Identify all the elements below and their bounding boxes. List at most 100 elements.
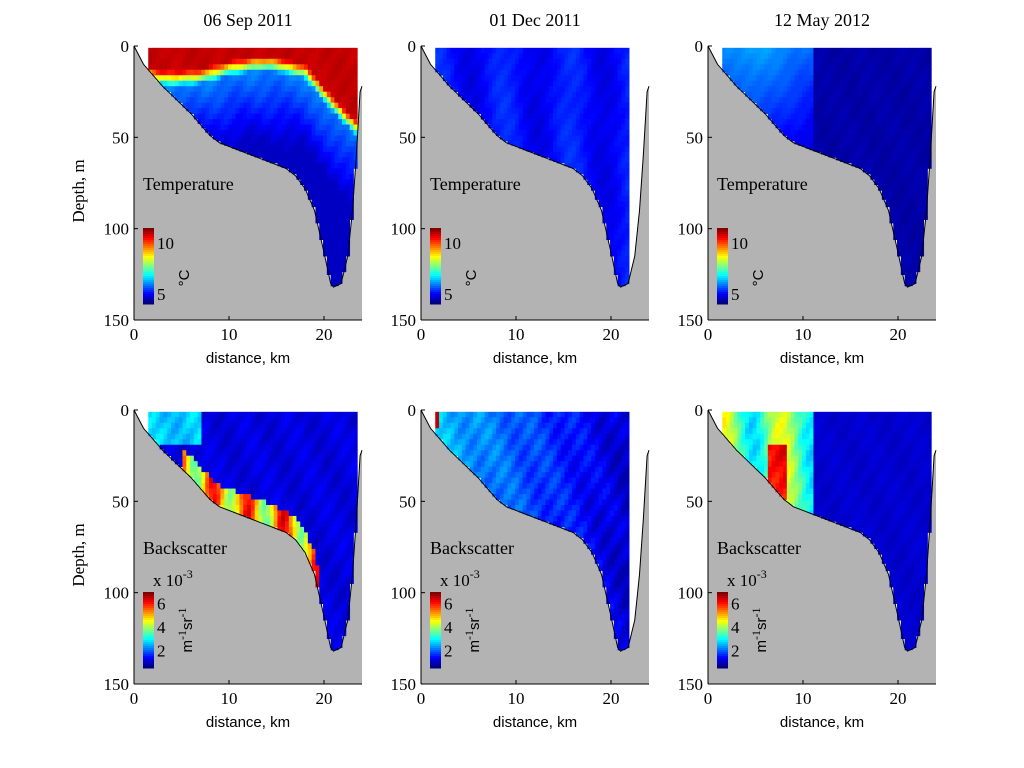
heatmap-cell bbox=[900, 256, 906, 262]
heatmap-cell bbox=[885, 130, 890, 136]
heatmap-cell bbox=[311, 510, 316, 517]
heatmap-cell bbox=[556, 80, 562, 87]
heatmap-cell bbox=[326, 135, 332, 142]
heatmap-cell bbox=[916, 261, 921, 268]
heatmap-cell bbox=[767, 80, 773, 87]
heatmap-cell bbox=[231, 91, 237, 98]
heatmap-cell bbox=[752, 53, 757, 60]
heatmap-cell bbox=[159, 428, 164, 435]
heatmap-cell bbox=[212, 499, 218, 504]
heatmap-cell bbox=[300, 521, 305, 528]
heatmap-cell bbox=[304, 515, 309, 522]
heatmap-cell bbox=[537, 86, 543, 93]
heatmap-cell bbox=[790, 91, 795, 98]
heatmap-cell bbox=[304, 124, 309, 131]
heatmap-cell bbox=[878, 162, 883, 169]
heatmap-cell bbox=[243, 102, 248, 109]
heatmap-cell bbox=[507, 140, 512, 145]
heatmap-cell bbox=[338, 450, 343, 457]
heatmap-cell bbox=[243, 422, 248, 429]
heatmap-cell bbox=[319, 113, 324, 120]
heatmap-cell bbox=[220, 417, 225, 424]
heatmap-cell bbox=[568, 97, 573, 104]
heatmap-cell bbox=[220, 47, 225, 54]
heatmap-cell bbox=[613, 173, 619, 180]
heatmap-cell bbox=[338, 614, 343, 621]
heatmap-cell bbox=[583, 119, 588, 125]
heatmap-cells bbox=[148, 411, 358, 651]
heatmap-cell bbox=[775, 69, 780, 76]
heatmap-cell bbox=[273, 422, 278, 429]
heatmap-cell bbox=[587, 91, 592, 98]
heatmap-cell bbox=[813, 80, 818, 87]
heatmap-cell bbox=[228, 58, 233, 65]
heatmap-cell bbox=[315, 91, 320, 98]
heatmap-cell bbox=[231, 64, 237, 71]
heatmap-cell bbox=[190, 444, 195, 451]
heatmap-cell bbox=[216, 97, 221, 104]
heatmap-cell bbox=[190, 80, 195, 87]
heatmap-cell bbox=[878, 135, 883, 142]
heatmap-cell bbox=[323, 53, 328, 60]
heatmap-cell bbox=[304, 119, 309, 125]
heatmap-cell bbox=[480, 472, 486, 478]
heatmap-cell bbox=[537, 130, 543, 136]
heatmap-cell bbox=[602, 212, 607, 219]
heatmap-cell bbox=[345, 80, 351, 87]
y-tick-label: 100 bbox=[104, 584, 130, 603]
heatmap-cell bbox=[345, 64, 351, 71]
heatmap-cell bbox=[152, 64, 157, 71]
heatmap-cell bbox=[326, 212, 332, 219]
heatmap-cell bbox=[262, 422, 267, 429]
heatmap-cell bbox=[878, 86, 883, 93]
heatmap-cell bbox=[919, 239, 925, 246]
heatmap-cell bbox=[621, 130, 626, 136]
heatmap-cell bbox=[916, 239, 921, 246]
heatmap-cell bbox=[212, 444, 218, 451]
heatmap-cell bbox=[304, 455, 309, 462]
heatmap-cell bbox=[209, 428, 214, 435]
heatmap-cell bbox=[201, 58, 206, 65]
heatmap-cell bbox=[840, 157, 845, 162]
heatmap-cell bbox=[553, 146, 558, 153]
heatmap-cell bbox=[254, 64, 259, 71]
heatmap-cell bbox=[167, 417, 172, 424]
colorbar-unit: °C bbox=[750, 269, 767, 286]
heatmap-cell bbox=[174, 455, 180, 462]
heatmap-cell bbox=[446, 47, 451, 54]
heatmap-cell bbox=[319, 212, 324, 219]
colorbar-swatch bbox=[143, 606, 154, 609]
heatmap-cell bbox=[250, 47, 256, 54]
heatmap-cell bbox=[492, 119, 497, 125]
heatmap-cell bbox=[824, 58, 830, 65]
heatmap-cell bbox=[342, 64, 347, 71]
heatmap-cell bbox=[866, 75, 871, 82]
heatmap-cell bbox=[912, 267, 917, 273]
heatmap-cell bbox=[496, 47, 501, 54]
heatmap-cell bbox=[553, 58, 558, 65]
heatmap-cell bbox=[163, 411, 168, 418]
heatmap-cell bbox=[450, 433, 455, 440]
heatmap-cell bbox=[247, 483, 252, 489]
heatmap-cell bbox=[439, 47, 444, 54]
heatmap-cell bbox=[330, 488, 335, 495]
heatmap-cell bbox=[499, 47, 505, 54]
heatmap-cell bbox=[342, 521, 347, 528]
heatmap-cell bbox=[866, 102, 871, 109]
heatmap-cell bbox=[205, 58, 210, 65]
colorbar-swatch bbox=[430, 300, 441, 303]
heatmap-cell bbox=[307, 119, 313, 125]
heatmap-cell bbox=[534, 151, 539, 155]
heatmap-cell bbox=[488, 450, 493, 457]
heatmap-cell bbox=[224, 102, 229, 109]
heatmap-cell bbox=[277, 47, 282, 54]
heatmap-cell bbox=[503, 75, 508, 82]
heatmap-cell bbox=[832, 75, 837, 82]
heatmap-cell bbox=[342, 526, 347, 533]
heatmap-cell bbox=[345, 91, 351, 98]
heatmap-cell bbox=[454, 450, 459, 457]
heatmap-cell bbox=[843, 58, 849, 65]
colorbar-swatch bbox=[143, 620, 154, 623]
heatmap-cell bbox=[300, 499, 305, 506]
heatmap-cell bbox=[927, 47, 932, 54]
